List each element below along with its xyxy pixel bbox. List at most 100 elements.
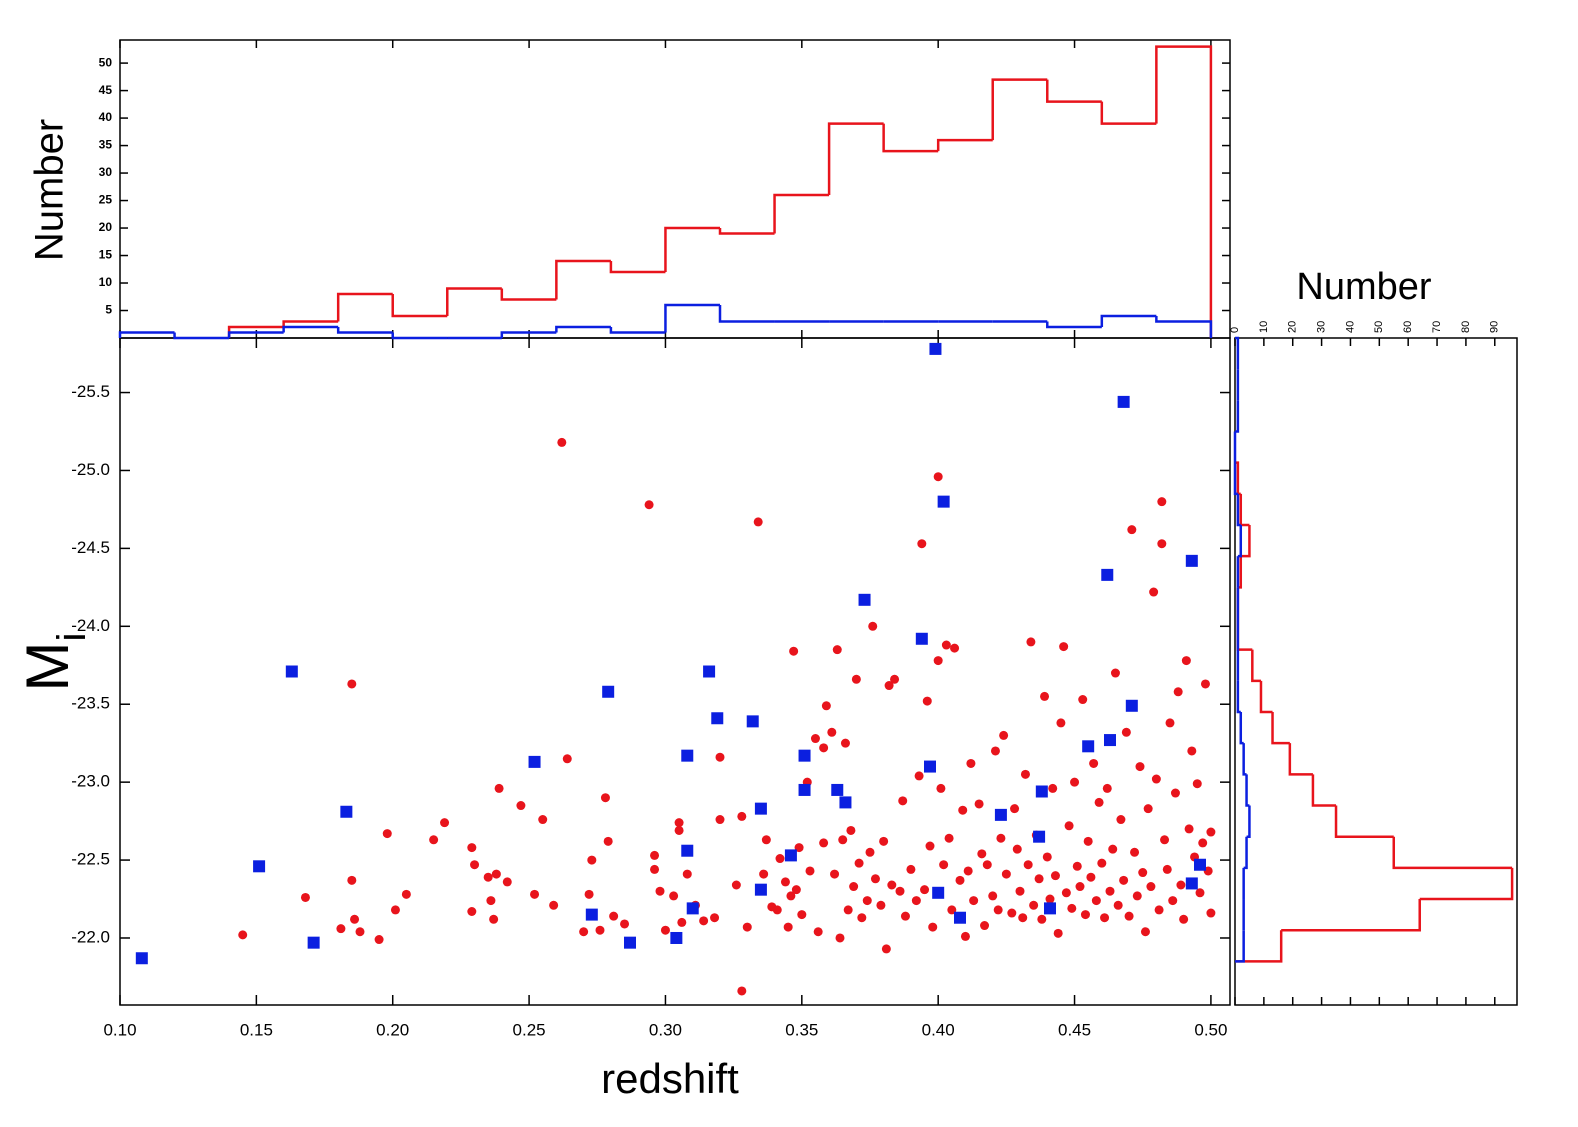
point bbox=[754, 802, 767, 815]
point bbox=[831, 783, 844, 796]
hist-bin bbox=[1245, 774, 1250, 807]
y-axis-label: Mi bbox=[14, 633, 94, 692]
point bbox=[1200, 679, 1210, 689]
point bbox=[486, 896, 496, 906]
point bbox=[483, 872, 493, 882]
point bbox=[1162, 864, 1172, 874]
point bbox=[879, 836, 889, 846]
point bbox=[958, 805, 968, 815]
hist-bin bbox=[118, 331, 175, 338]
hist-bin bbox=[882, 123, 939, 153]
x-tick-label: 0.50 bbox=[1194, 1020, 1227, 1039]
point bbox=[1082, 740, 1095, 753]
point bbox=[491, 869, 501, 879]
point bbox=[753, 517, 763, 527]
point bbox=[603, 836, 613, 846]
point bbox=[969, 896, 979, 906]
point bbox=[1034, 874, 1044, 884]
point bbox=[805, 866, 815, 876]
hist-bin bbox=[718, 305, 775, 323]
point bbox=[895, 886, 905, 896]
x-tick-label: 0.10 bbox=[103, 1020, 136, 1039]
point bbox=[819, 838, 829, 848]
y-tick-label: -22.5 bbox=[71, 850, 110, 869]
point bbox=[830, 869, 840, 879]
y-tick-label: -25.0 bbox=[71, 460, 110, 479]
hist-bin bbox=[1243, 836, 1248, 870]
point bbox=[374, 935, 384, 945]
point bbox=[917, 539, 927, 549]
point bbox=[944, 833, 954, 843]
point bbox=[1146, 882, 1156, 892]
hist-bin bbox=[664, 226, 720, 273]
point bbox=[602, 685, 615, 698]
hist-bin bbox=[1271, 712, 1290, 745]
point bbox=[1138, 868, 1148, 878]
hist-bin bbox=[282, 325, 339, 333]
point bbox=[711, 712, 724, 725]
hist-bin bbox=[718, 228, 775, 235]
point bbox=[1187, 746, 1197, 756]
point bbox=[655, 886, 665, 896]
point bbox=[710, 913, 720, 923]
x-tick-label: 40 bbox=[1344, 321, 1356, 333]
hist-bin bbox=[1236, 493, 1241, 527]
hist-bin bbox=[1288, 743, 1313, 776]
point bbox=[557, 437, 567, 447]
point bbox=[516, 801, 526, 811]
right-hist-frame bbox=[1234, 337, 1518, 1006]
point bbox=[798, 749, 811, 762]
point bbox=[821, 701, 831, 711]
point bbox=[827, 727, 837, 737]
point bbox=[1192, 779, 1202, 789]
y-tick-label: -22.0 bbox=[71, 927, 110, 946]
x-tick-label: 0.40 bbox=[922, 1020, 955, 1039]
point bbox=[789, 646, 799, 656]
point bbox=[925, 841, 935, 851]
point bbox=[780, 877, 790, 887]
point bbox=[285, 665, 298, 678]
point bbox=[754, 883, 767, 896]
hist-bin bbox=[336, 327, 393, 334]
point bbox=[865, 847, 875, 857]
point bbox=[340, 805, 353, 818]
hist-bin bbox=[1155, 45, 1213, 338]
point bbox=[660, 925, 670, 935]
point bbox=[1089, 758, 1099, 768]
hist-bin bbox=[664, 303, 720, 333]
y-tick-label: 45 bbox=[99, 83, 113, 97]
point bbox=[467, 906, 477, 916]
point bbox=[1083, 836, 1093, 846]
hist-bin bbox=[1251, 649, 1261, 683]
x-tick-label: 90 bbox=[1489, 321, 1501, 333]
point bbox=[1094, 797, 1104, 807]
point bbox=[579, 927, 589, 937]
point bbox=[963, 866, 973, 876]
point bbox=[1053, 928, 1063, 938]
point bbox=[336, 924, 346, 934]
point bbox=[1135, 762, 1145, 772]
point bbox=[307, 936, 320, 949]
hist-bin bbox=[391, 332, 448, 340]
point bbox=[470, 860, 480, 870]
point bbox=[1061, 888, 1071, 898]
point bbox=[1029, 900, 1039, 910]
point bbox=[731, 880, 741, 890]
hist-bin bbox=[991, 78, 1048, 141]
point bbox=[1181, 656, 1191, 666]
point bbox=[1119, 875, 1129, 885]
point bbox=[868, 621, 878, 631]
hist-bin bbox=[1246, 805, 1251, 838]
point bbox=[993, 905, 1003, 915]
point bbox=[1072, 861, 1082, 871]
y-tick-label: 20 bbox=[99, 220, 113, 234]
point bbox=[1151, 774, 1161, 784]
point bbox=[1157, 497, 1167, 507]
hist-bin bbox=[1235, 400, 1240, 433]
point bbox=[819, 743, 829, 753]
point bbox=[1185, 877, 1198, 890]
y-tick-label: 10 bbox=[99, 275, 113, 289]
point bbox=[922, 696, 932, 706]
point bbox=[300, 892, 310, 902]
